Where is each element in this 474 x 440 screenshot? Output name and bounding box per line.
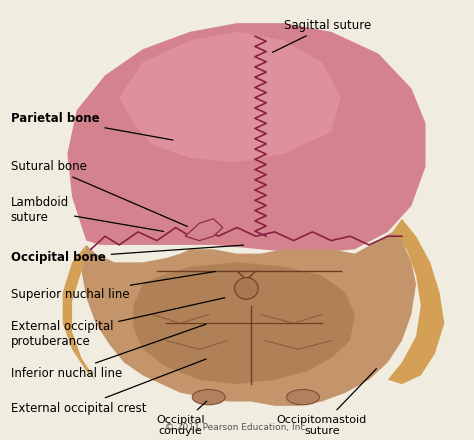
Polygon shape xyxy=(63,245,105,389)
Circle shape xyxy=(235,278,258,299)
Ellipse shape xyxy=(286,389,319,405)
Text: © 2011 Pearson Education, Inc.: © 2011 Pearson Education, Inc. xyxy=(165,423,309,432)
Text: External occipital
protuberance: External occipital protuberance xyxy=(11,298,225,348)
Polygon shape xyxy=(185,219,223,241)
Polygon shape xyxy=(133,262,355,384)
Text: Parietal bone: Parietal bone xyxy=(11,112,173,140)
Text: Occipitomastoid
suture: Occipitomastoid suture xyxy=(277,369,376,436)
Polygon shape xyxy=(388,219,444,384)
Ellipse shape xyxy=(192,389,225,405)
Text: Superior nuchal line: Superior nuchal line xyxy=(11,271,215,301)
Polygon shape xyxy=(119,32,341,162)
Text: Sagittal suture: Sagittal suture xyxy=(273,19,371,52)
Polygon shape xyxy=(67,23,426,253)
Text: Occipital bone: Occipital bone xyxy=(11,245,244,264)
Text: Lambdoid
suture: Lambdoid suture xyxy=(11,196,164,231)
Text: Sutural bone: Sutural bone xyxy=(11,160,187,227)
Polygon shape xyxy=(82,232,416,406)
Text: Occipital
condyle: Occipital condyle xyxy=(156,401,207,436)
Text: Inferior nuchal line: Inferior nuchal line xyxy=(11,324,206,380)
Text: External occipital crest: External occipital crest xyxy=(11,359,206,414)
